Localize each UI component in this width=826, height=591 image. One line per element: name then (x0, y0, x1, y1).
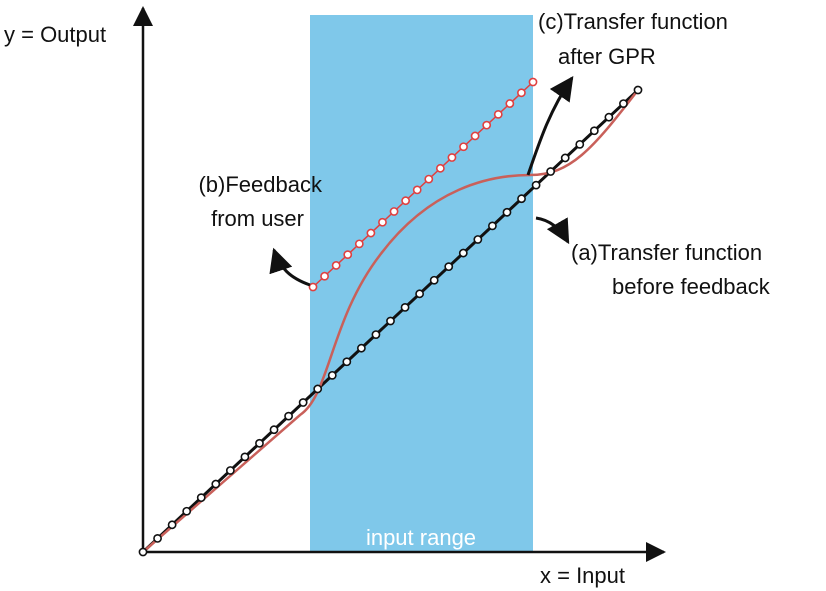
baseline-dot (429, 275, 439, 285)
feedback-dot (482, 120, 492, 130)
annotation-a-line2: before feedback (612, 274, 771, 299)
feedback-dot (528, 77, 538, 87)
feedback-dot (459, 142, 468, 152)
feedback-dot (505, 99, 515, 108)
baseline-dot (560, 153, 570, 163)
baseline-dot (269, 425, 279, 435)
baseline-dot (371, 330, 381, 339)
feedback-dot (470, 131, 480, 141)
baseline-dot (284, 411, 293, 421)
baseline-dot (342, 357, 352, 367)
baseline-dot (386, 316, 395, 326)
baseline-dot (313, 384, 323, 394)
gpr-curve (142, 89, 639, 553)
baseline-dot (400, 303, 410, 312)
baseline-dot (211, 479, 221, 489)
annotation-a-line1: (a)Transfer function (571, 240, 762, 265)
region-label: input range (366, 525, 476, 550)
feedback-dot (424, 174, 434, 184)
baseline-dot (604, 112, 614, 122)
baseline-dot (255, 438, 264, 448)
feedback-dot (517, 88, 526, 98)
baseline-dot (619, 99, 628, 108)
baseline-dot (225, 466, 235, 475)
baseline-dot (298, 398, 308, 407)
baseline-dot (546, 167, 556, 176)
dots (138, 77, 643, 557)
feedback-dot (389, 207, 399, 216)
baseline-dot (240, 452, 250, 462)
baseline-dot (589, 126, 599, 136)
feedback-dot (447, 153, 457, 162)
baseline-dot (488, 221, 497, 231)
baseline-dot (633, 85, 643, 95)
arrow-a (535, 216, 570, 245)
baseline-dot (327, 370, 337, 380)
baseline-dot (138, 547, 148, 557)
feedback-dot (401, 196, 411, 206)
baseline-dot (531, 180, 541, 190)
baseline-dot (415, 289, 425, 299)
annotation-b-line2: from user (211, 206, 304, 231)
feedback-dot (366, 228, 376, 238)
baseline-dot (356, 343, 366, 353)
feedback-dot (412, 185, 422, 195)
baseline-dot (458, 248, 468, 258)
annotation-c-line1: (c)Transfer function (538, 9, 728, 34)
x-axis-label: x = Input (540, 563, 625, 588)
feedback-dot (320, 271, 329, 281)
baseline-dot (444, 262, 454, 272)
baseline-dot (167, 520, 177, 530)
annotation-b-line1: (b)Feedback (198, 172, 323, 197)
baseline-dot (196, 493, 206, 503)
baseline-dot (517, 194, 526, 204)
baseline-dot (502, 207, 512, 217)
feedback-dot (378, 217, 387, 227)
annotation-c-line2: after GPR (558, 44, 656, 69)
arrow-c (526, 76, 574, 176)
feedback-dot (308, 282, 318, 292)
input-range-region (310, 15, 533, 552)
feedback-dot (354, 239, 364, 249)
baseline-dot (153, 534, 162, 543)
baseline-dot (182, 506, 192, 516)
feedback-dot (493, 109, 503, 119)
feedback-dot (331, 261, 341, 270)
arrow-b (269, 247, 311, 287)
baseline-dot (473, 235, 483, 244)
feedback-dot (435, 163, 445, 173)
y-axis-label: y = Output (4, 22, 106, 47)
baseline-dot (575, 139, 585, 149)
feedback-dot (343, 250, 353, 260)
